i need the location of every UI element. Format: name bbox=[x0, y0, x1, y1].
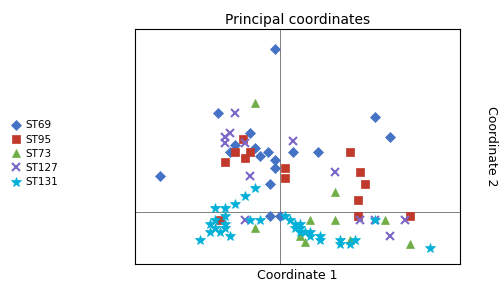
ST69 bbox=[157, 175, 163, 178]
ST69 bbox=[232, 143, 238, 146]
ST131 bbox=[207, 230, 213, 234]
ST95 bbox=[407, 214, 413, 218]
ST127 bbox=[387, 234, 393, 238]
ST73 bbox=[252, 101, 258, 105]
ST95 bbox=[222, 161, 228, 164]
Legend: ST69, ST95, ST73, ST127, ST131: ST69, ST95, ST73, ST127, ST131 bbox=[10, 118, 60, 189]
ST131 bbox=[297, 222, 303, 226]
ST131 bbox=[197, 238, 203, 242]
ST131 bbox=[297, 226, 303, 230]
ST131 bbox=[292, 226, 298, 230]
ST69 bbox=[227, 151, 233, 154]
ST127 bbox=[232, 111, 238, 115]
ST73 bbox=[382, 218, 388, 222]
Line: ST95: ST95 bbox=[216, 134, 414, 224]
ST73 bbox=[332, 218, 338, 222]
ST131 bbox=[287, 218, 293, 222]
ST95 bbox=[240, 137, 246, 140]
ST131 bbox=[212, 218, 218, 222]
ST69 bbox=[277, 214, 283, 218]
ST127 bbox=[357, 218, 363, 222]
ST69 bbox=[247, 131, 253, 134]
ST73 bbox=[297, 234, 303, 238]
ST69 bbox=[272, 159, 278, 162]
ST69 bbox=[267, 183, 273, 186]
ST73 bbox=[252, 226, 258, 230]
ST131 bbox=[282, 214, 288, 218]
ST131 bbox=[307, 230, 313, 234]
ST73 bbox=[302, 240, 308, 243]
ST69 bbox=[372, 115, 378, 118]
ST131 bbox=[217, 230, 223, 234]
ST131 bbox=[242, 194, 248, 198]
ST69 bbox=[252, 147, 258, 150]
ST127 bbox=[242, 141, 248, 144]
ST95 bbox=[217, 218, 223, 222]
ST131 bbox=[232, 202, 238, 206]
ST73 bbox=[347, 238, 353, 242]
ST95 bbox=[282, 167, 288, 170]
ST69 bbox=[290, 151, 296, 154]
ST69 bbox=[257, 155, 263, 158]
Text: Coordinate 2: Coordinate 2 bbox=[485, 106, 498, 187]
Line: ST69: ST69 bbox=[156, 46, 394, 219]
ST69 bbox=[314, 151, 320, 154]
ST131 bbox=[212, 206, 218, 210]
ST73 bbox=[407, 242, 413, 246]
ST131 bbox=[317, 234, 323, 238]
X-axis label: Coordinate 1: Coordinate 1 bbox=[257, 269, 338, 282]
ST95 bbox=[347, 151, 353, 154]
ST95 bbox=[354, 198, 360, 202]
ST95 bbox=[282, 176, 288, 180]
ST127 bbox=[227, 131, 233, 134]
ST127 bbox=[242, 218, 248, 222]
ST69 bbox=[272, 47, 278, 51]
ST131 bbox=[297, 230, 303, 234]
ST95 bbox=[242, 157, 248, 160]
ST131 bbox=[292, 222, 298, 226]
Title: Principal coordinates: Principal coordinates bbox=[225, 13, 370, 27]
ST69 bbox=[264, 151, 270, 154]
ST95 bbox=[357, 171, 363, 174]
ST131 bbox=[222, 222, 228, 226]
ST73 bbox=[332, 190, 338, 194]
ST69 bbox=[214, 111, 220, 115]
ST131 bbox=[257, 218, 263, 222]
ST131 bbox=[227, 234, 233, 238]
ST131 bbox=[247, 218, 253, 222]
ST127 bbox=[332, 171, 338, 174]
ST131 bbox=[302, 230, 308, 234]
Line: ST131: ST131 bbox=[195, 183, 435, 253]
ST131 bbox=[337, 238, 343, 242]
ST69 bbox=[267, 214, 273, 218]
ST131 bbox=[337, 242, 343, 246]
ST131 bbox=[222, 206, 228, 210]
ST131 bbox=[372, 218, 378, 222]
ST127 bbox=[290, 139, 296, 142]
ST131 bbox=[207, 222, 213, 226]
ST131 bbox=[347, 242, 353, 246]
ST73 bbox=[307, 218, 313, 222]
ST95 bbox=[354, 214, 360, 218]
ST131 bbox=[307, 234, 313, 238]
ST131 bbox=[352, 238, 358, 242]
Line: ST127: ST127 bbox=[221, 109, 409, 240]
ST131 bbox=[427, 246, 433, 250]
ST131 bbox=[212, 226, 218, 230]
ST131 bbox=[222, 226, 228, 230]
Line: ST73: ST73 bbox=[251, 99, 414, 248]
ST95 bbox=[362, 183, 368, 186]
ST131 bbox=[317, 238, 323, 242]
ST127 bbox=[222, 135, 228, 138]
ST131 bbox=[222, 214, 228, 218]
ST131 bbox=[252, 186, 258, 190]
ST95 bbox=[247, 151, 253, 154]
ST127 bbox=[372, 218, 378, 222]
ST69 bbox=[272, 167, 278, 170]
ST69 bbox=[387, 135, 393, 138]
ST127 bbox=[402, 218, 408, 222]
ST95 bbox=[232, 151, 238, 154]
ST127 bbox=[247, 175, 253, 178]
ST127 bbox=[222, 141, 228, 144]
